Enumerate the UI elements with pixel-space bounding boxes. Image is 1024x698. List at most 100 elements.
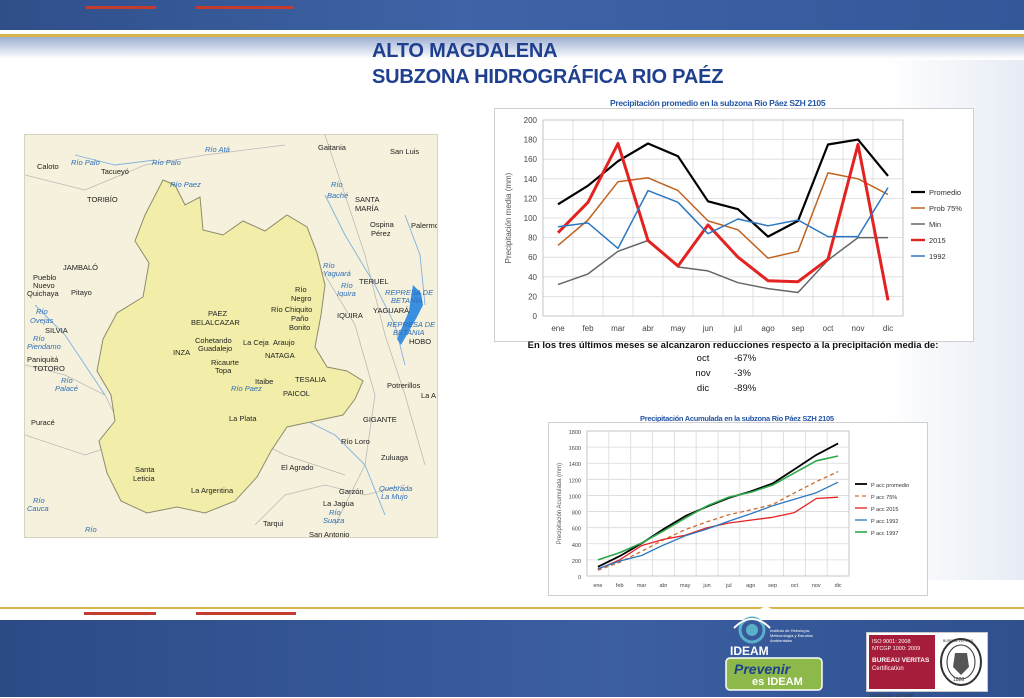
bottom-gold-stripe [0, 607, 1024, 609]
map-place-label: TORIBÍO [87, 195, 118, 204]
y-tick-label: 0 [533, 312, 538, 321]
map-place-label: Río Chiquito [271, 305, 313, 314]
ideam-label: IDEAM [730, 644, 769, 658]
cert-line: ISO 9001: 2008 [872, 639, 911, 645]
legend-label: Min [929, 220, 941, 229]
map-place-label: Río [341, 281, 353, 290]
y-tick-label: 1000 [569, 494, 581, 500]
map-place-label: BELALCAZAR [191, 318, 240, 327]
map-place-label: El Agrado [281, 463, 314, 472]
map-place-label: Ricaurte [211, 358, 239, 367]
bureau-veritas-seal-icon [940, 638, 982, 686]
map-place-label: Iquira [337, 289, 356, 298]
map-place-label: Río [33, 496, 45, 505]
map-place-label: TESALIA [295, 375, 326, 384]
reduction-lead: En los tres últimos meses se alcanzaron … [527, 340, 939, 351]
map-place-label: REPRESA DE [387, 320, 436, 329]
y-tick-label: 200 [572, 559, 581, 565]
map-place-label: Zuluaga [381, 453, 409, 462]
map-place-label: Río Palo [71, 158, 100, 167]
reduction-row: dic -89% [672, 381, 792, 396]
basin-outline [96, 179, 364, 514]
y-tick-label: 1800 [569, 430, 581, 436]
x-tick-label: ene [551, 324, 565, 333]
series-line-2 [557, 236, 888, 294]
map-place-label: Pérez [371, 229, 391, 238]
x-tick-label: abr [659, 583, 667, 589]
x-tick-label: dic [835, 583, 842, 589]
reduction-month: dic [696, 383, 710, 394]
legend-label: P acc promedio [871, 483, 909, 489]
map-place-label: Baché [327, 191, 349, 200]
x-tick-label: ene [593, 583, 602, 589]
x-tick-label: jun [702, 324, 714, 333]
y-tick-label: 0 [578, 575, 581, 581]
top-white-stripe [0, 30, 1024, 36]
x-tick-label: dic [883, 324, 893, 333]
map-place-label: Río [36, 307, 48, 316]
cert-seal-top: BUREAU VERITAS [943, 639, 974, 643]
map-place-label: San Luis [390, 147, 420, 156]
y-tick-label: 120 [524, 194, 538, 203]
map-place-label: INZA [173, 348, 191, 357]
map-place-label: Río [295, 285, 307, 294]
map-place-label: NATAGA [265, 351, 295, 360]
map-place-label: Caloto [37, 162, 59, 171]
map-place-label: Quebrada [379, 484, 413, 493]
y-tick-label: 40 [528, 273, 537, 282]
y-tick-label: 20 [528, 292, 537, 301]
y-tick-label: 100 [524, 214, 538, 223]
certification-badge: ISO 9001: 2008 NTCGP 1000: 2009 BUREAU V… [866, 632, 988, 698]
map-place-label: La Ceja [243, 338, 269, 347]
map-place-label: Bonito [289, 323, 311, 332]
chart-1-title: Precipitación promedio en la subzona Rio… [610, 98, 826, 108]
cert-code: CO241410 / GP 0290 [870, 693, 914, 698]
legend-label: 2015 [929, 236, 946, 245]
x-tick-label: sep [768, 583, 777, 589]
bottom-red-stripe [84, 612, 156, 615]
x-tick-label: ago [761, 324, 775, 333]
map-place-label: Tarqui [263, 519, 284, 528]
reduction-value: -89% [734, 383, 757, 394]
x-tick-label: may [670, 324, 685, 333]
cert-line: NTCGP 1000: 2009 [872, 646, 921, 652]
y-tick-label: 600 [572, 527, 581, 533]
map-place-label: Itaibe [255, 377, 274, 386]
map-place-label: La Mujo [381, 492, 408, 501]
legend-label: Promedio [929, 188, 961, 197]
x-tick-label: jul [733, 324, 742, 333]
map-place-label: PAEZ [208, 309, 228, 318]
map-place-label: La Plata [229, 414, 257, 423]
map-place-label: Pitayo [71, 288, 92, 297]
cert-line: BUREAU VERITAS [872, 657, 930, 664]
x-tick-label: jun [702, 583, 710, 589]
map-place-label: San Antonio [309, 530, 350, 538]
legend-label: P acc 1997 [871, 531, 898, 537]
y-tick-label: 400 [572, 543, 581, 549]
y-axis-label: Precipitación Acumulada (mm) [557, 463, 563, 544]
x-tick-label: oct [823, 324, 834, 333]
map-place-label: Río Atá [205, 145, 230, 154]
map-place-label: SILVIA [45, 326, 68, 335]
y-tick-label: 180 [524, 136, 538, 145]
map-place-label: Quichaya [27, 289, 59, 298]
x-tick-label: nov [852, 324, 865, 333]
page-title: ALTO MAGDALENA SUBZONA HIDROGRÁFICA RIO … [372, 38, 723, 90]
map-place-label: Río [331, 180, 343, 189]
x-tick-label: nov [812, 583, 821, 589]
series-line-1 [597, 471, 839, 571]
top-gold-stripe [0, 34, 1024, 37]
y-tick-label: 1400 [569, 462, 581, 468]
map-place-label: Río [61, 376, 73, 385]
map-place-label: Gaitania [318, 143, 346, 152]
map-place-label: IQUIRA [337, 311, 363, 320]
title-line-2: SUBZONA HIDROGRÁFICA RIO PAÉZ [372, 66, 724, 88]
top-red-stripe [86, 6, 156, 9]
chart-2-plot: 0 200 400 600 800 1000 1200 1400 1600 1800 ene feb m… [557, 430, 909, 589]
x-tick-label: oct [791, 583, 799, 589]
reduction-month: nov [695, 368, 711, 379]
map-place-label: Piendamo [27, 342, 61, 351]
map-place-label: Topa [215, 366, 232, 375]
map-place-label: SANTA [355, 195, 380, 204]
title-line-1: ALTO MAGDALENA [372, 40, 558, 62]
